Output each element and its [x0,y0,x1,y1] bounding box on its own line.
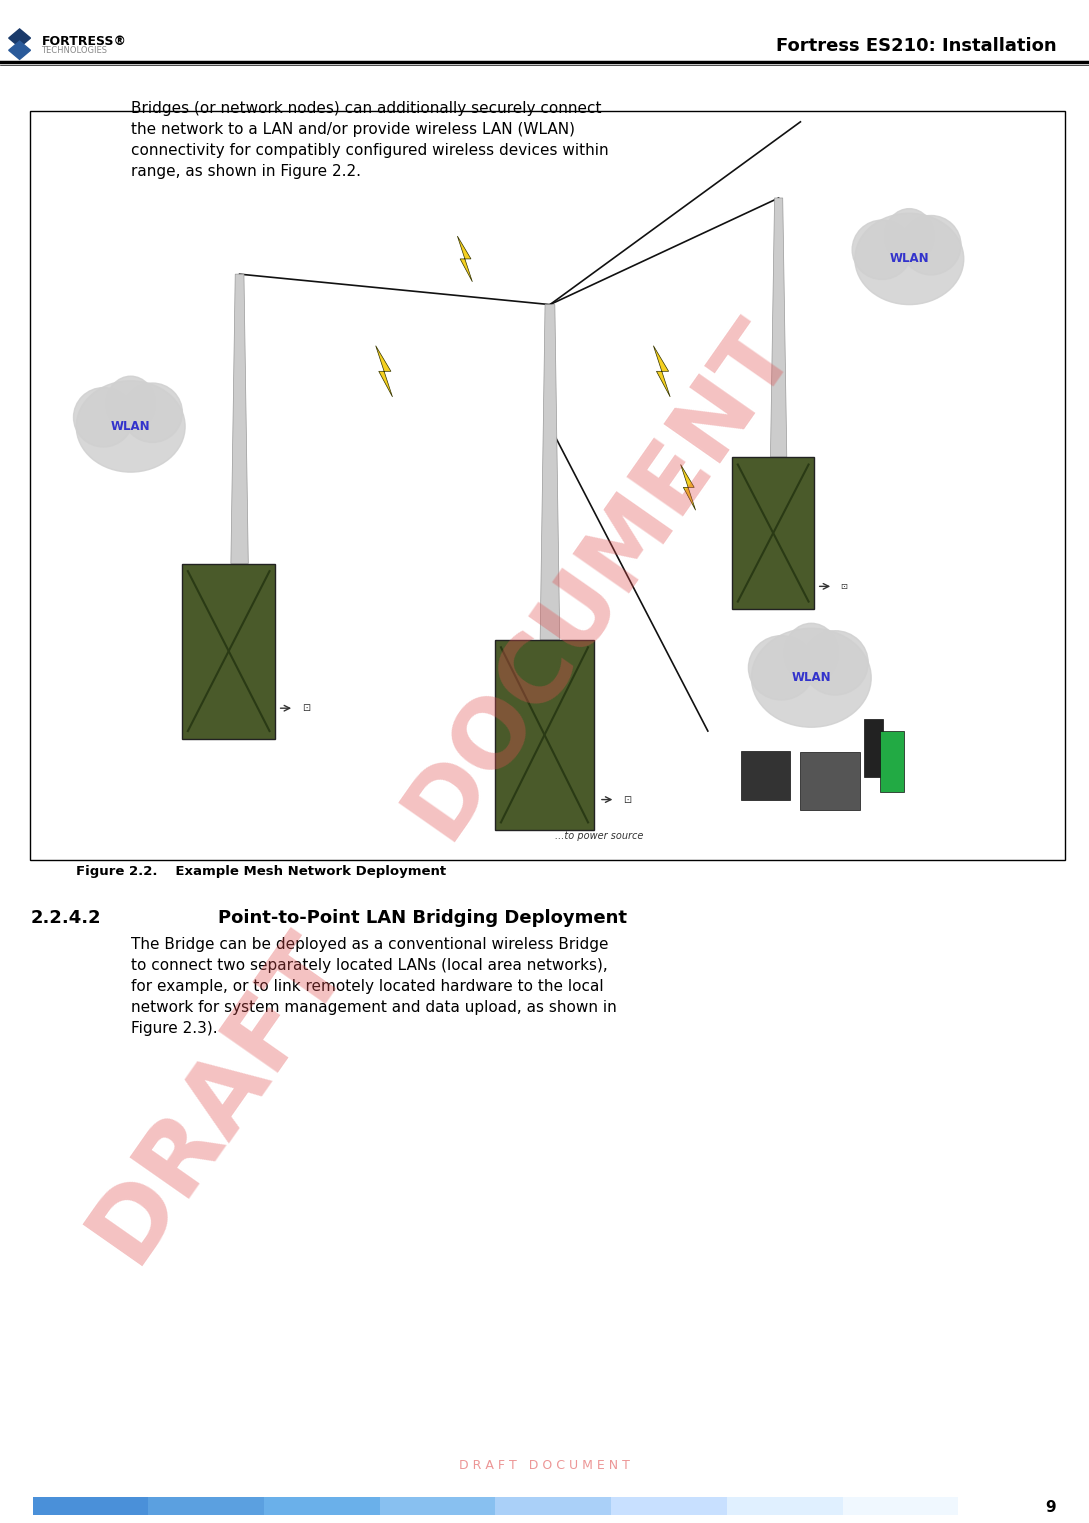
Ellipse shape [852,221,911,280]
Polygon shape [9,29,30,47]
Text: Point-to-Point LAN Bridging Deployment: Point-to-Point LAN Bridging Deployment [218,909,627,928]
FancyBboxPatch shape [30,111,1065,860]
Polygon shape [653,346,670,398]
FancyBboxPatch shape [741,751,790,800]
Text: WLAN: WLAN [792,672,831,684]
Text: ⊡: ⊡ [302,704,309,713]
Text: WLAN: WLAN [890,253,929,265]
Text: Figure 2.2.  Example Mesh Network Deployment: Figure 2.2. Example Mesh Network Deploym… [76,865,446,879]
Polygon shape [681,465,696,510]
FancyBboxPatch shape [495,640,594,830]
FancyBboxPatch shape [611,1497,727,1515]
Text: Bridges (or network nodes) can additionally securely connect
the network to a LA: Bridges (or network nodes) can additiona… [131,101,609,178]
FancyBboxPatch shape [148,1497,264,1515]
Text: ...to power source: ...to power source [554,830,644,841]
Text: FORTRESS®: FORTRESS® [41,35,126,49]
Ellipse shape [751,627,871,726]
FancyBboxPatch shape [182,564,274,739]
Text: DRAFT: DRAFT [71,915,365,1278]
FancyBboxPatch shape [800,752,860,810]
Polygon shape [540,305,560,640]
Ellipse shape [73,388,133,448]
FancyBboxPatch shape [380,1497,495,1515]
FancyBboxPatch shape [495,1497,611,1515]
Polygon shape [9,41,30,59]
Text: DOCUMENT: DOCUMENT [388,303,810,854]
Polygon shape [457,236,473,282]
FancyBboxPatch shape [732,457,813,609]
FancyBboxPatch shape [880,731,904,792]
FancyBboxPatch shape [864,719,883,777]
Ellipse shape [784,623,839,682]
Polygon shape [231,274,248,564]
Ellipse shape [122,384,183,442]
Text: ⊡: ⊡ [623,795,631,804]
Ellipse shape [76,381,185,472]
Text: TECHNOLOGIES: TECHNOLOGIES [41,46,108,55]
Ellipse shape [855,213,964,305]
FancyBboxPatch shape [727,1497,843,1515]
FancyBboxPatch shape [843,1497,958,1515]
Text: Fortress ES210: Installation: Fortress ES210: Installation [775,37,1056,55]
Ellipse shape [884,209,934,263]
Ellipse shape [803,631,868,694]
Text: The Bridge can be deployed as a conventional wireless Bridge
to connect two sepa: The Bridge can be deployed as a conventi… [131,937,616,1036]
Text: 9: 9 [1045,1500,1056,1515]
Polygon shape [376,346,392,398]
Ellipse shape [902,216,960,274]
FancyBboxPatch shape [264,1497,380,1515]
Text: D R A F T   D O C U M E N T: D R A F T D O C U M E N T [460,1459,629,1471]
Text: 2.2.4.2: 2.2.4.2 [30,909,101,928]
Text: ⊡: ⊡ [841,582,847,591]
Ellipse shape [107,376,156,431]
Text: WLAN: WLAN [111,420,150,433]
Ellipse shape [748,635,815,701]
Polygon shape [771,198,786,457]
FancyBboxPatch shape [33,1497,148,1515]
